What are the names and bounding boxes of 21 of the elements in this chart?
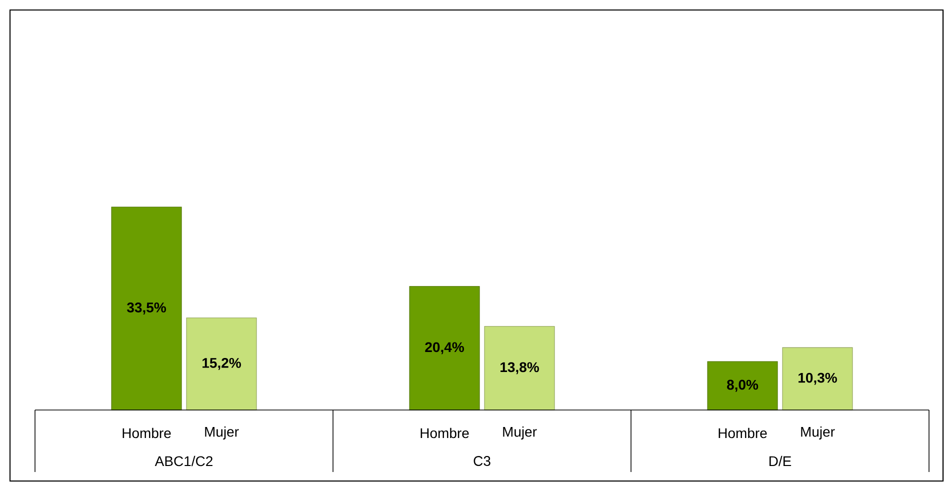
data-label: 13,8% xyxy=(500,362,539,374)
bar xyxy=(409,286,480,410)
text: Hombre xyxy=(718,428,767,438)
bar xyxy=(484,326,555,410)
text: Mujer xyxy=(801,426,835,440)
series-label: Mujer xyxy=(205,426,239,440)
text: Hombre xyxy=(420,428,469,438)
data-label: 20,4% xyxy=(425,342,464,354)
series-label: Hombre xyxy=(122,428,171,438)
data-label: 33,5% xyxy=(126,302,166,314)
x-tick-label: ABC1/C2 xyxy=(154,456,212,466)
x-tick-label: C3 xyxy=(474,456,490,466)
bar xyxy=(782,347,853,410)
bar xyxy=(186,318,257,410)
x-tick-label: D/E xyxy=(769,456,792,466)
bar xyxy=(111,206,182,410)
bar xyxy=(707,361,778,410)
text: Mujer xyxy=(503,426,537,440)
data-label: 8,0% xyxy=(727,380,758,392)
data-label: 10,3% xyxy=(798,372,837,385)
data-label: 15,2% xyxy=(202,358,241,370)
